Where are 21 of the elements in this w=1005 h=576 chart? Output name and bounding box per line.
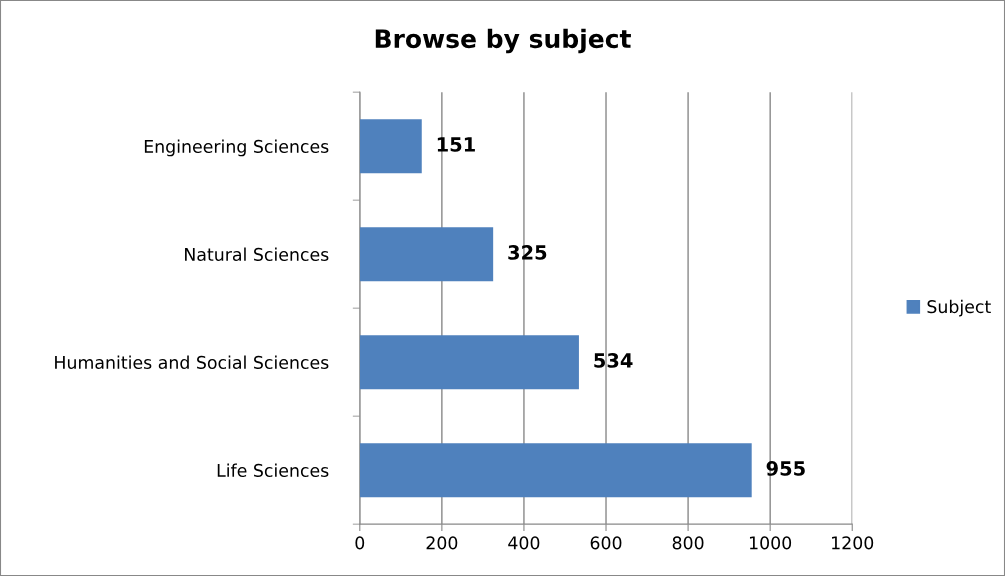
bar	[359, 335, 579, 390]
bar	[359, 119, 422, 174]
x-tick-label: 400	[508, 536, 540, 550]
x-tick-label: 800	[672, 536, 704, 550]
x-tick-label: 1000	[749, 536, 792, 550]
bar	[359, 443, 752, 498]
y-tick-label: Engineering Sciences	[144, 139, 329, 157]
y-tick-label: Natural Sciences	[185, 247, 329, 261]
data-label: 955	[766, 461, 805, 476]
x-tick-label: 1200	[832, 536, 874, 550]
data-label: 325	[508, 245, 547, 260]
x-tick-label: 200	[426, 536, 458, 550]
chart-title: Browse by subject	[375, 28, 631, 54]
data-label: 151	[437, 137, 475, 152]
x-tick-label: 0	[355, 536, 365, 550]
legend-label: Subject	[927, 299, 991, 317]
y-tick-label: Life Sciences	[217, 463, 329, 477]
x-tick-label: 600	[590, 536, 622, 550]
y-tick-label: Humanities and Social Sciences	[55, 355, 329, 369]
bar	[359, 227, 494, 282]
data-label: 534	[594, 353, 633, 368]
